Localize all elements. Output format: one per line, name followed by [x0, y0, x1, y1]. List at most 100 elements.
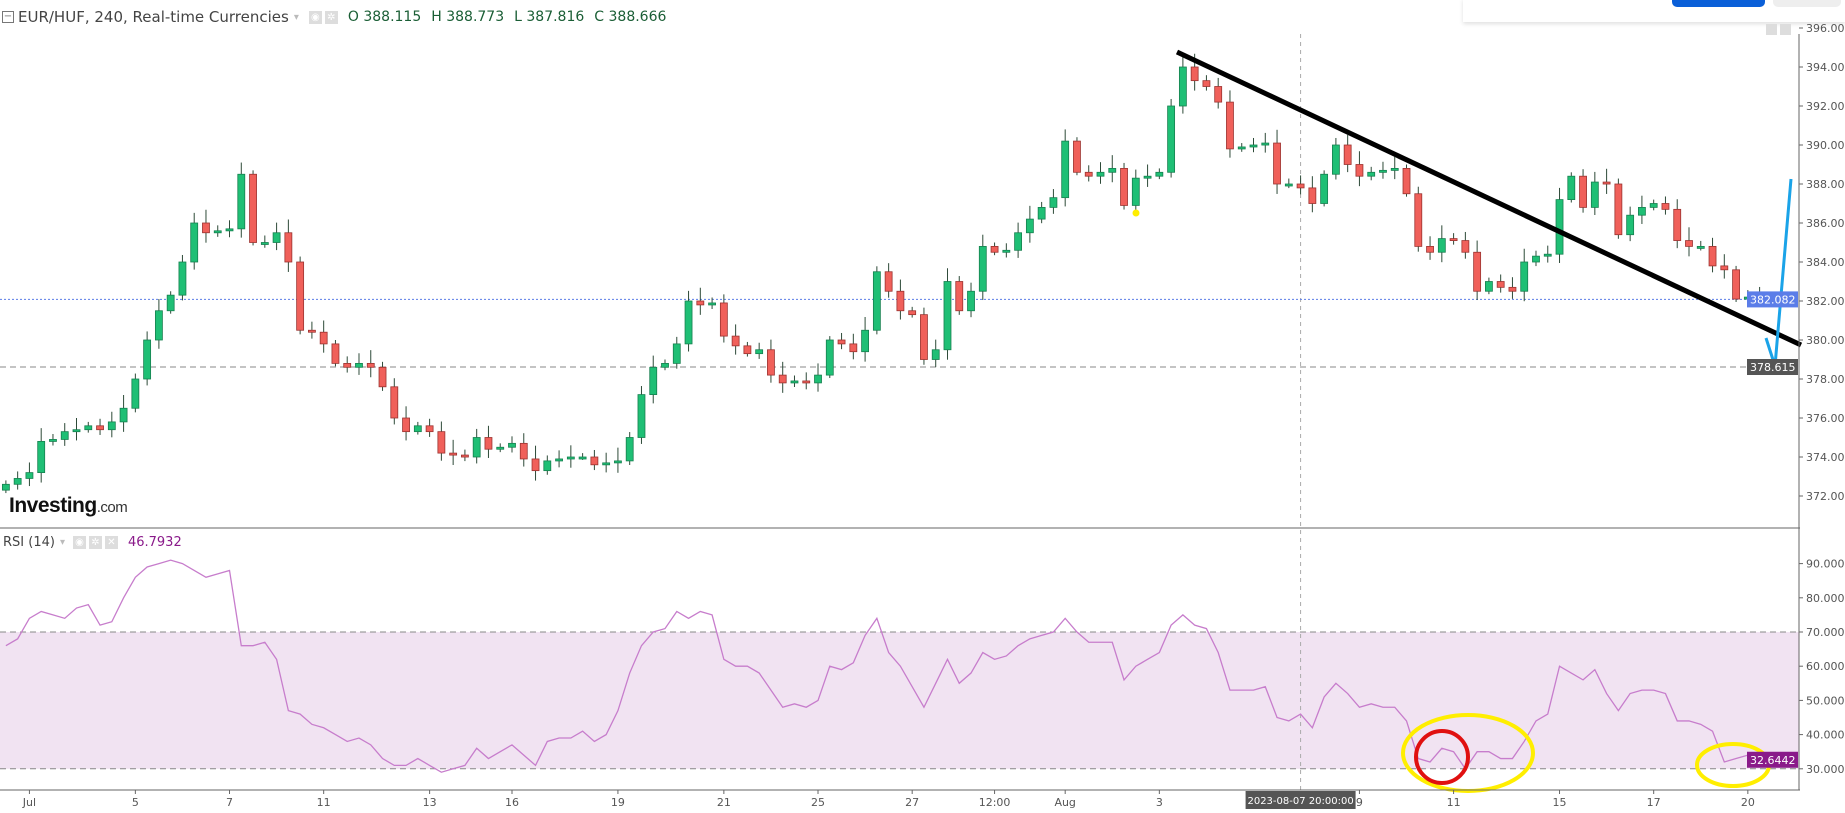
rsi-axis[interactable]: 90.0000 80.0000 70.0000 60.0000 50.0000 40.00… — [1799, 558, 1845, 776]
rsi-tick-label: 80.0000 — [1806, 592, 1845, 605]
candle-down — [1461, 240, 1470, 253]
candle-up — [1249, 144, 1258, 148]
candle-up — [1638, 206, 1646, 216]
rsi-title[interactable]: RSI (14) — [3, 535, 55, 550]
candle-up — [755, 349, 764, 355]
candle-up — [190, 222, 199, 263]
candle-down — [1214, 86, 1223, 103]
candle-down — [249, 173, 257, 243]
highlight-dot[interactable] — [1132, 209, 1140, 217]
candle-up — [637, 394, 646, 438]
popup-primary-button[interactable] — [1672, 0, 1765, 7]
candle-down — [343, 362, 352, 368]
time-tick-label: 20 — [1741, 796, 1755, 809]
candle-down — [590, 456, 599, 466]
time-axis[interactable]: Jul 5 7 11 13 16 19 21 25 27 12:00 Aug 3 9 11 15 17 20 — [22, 790, 1755, 809]
candle-up — [1131, 177, 1140, 206]
candle-up — [1520, 261, 1529, 292]
price-tick-label: 380.000 — [1806, 334, 1845, 347]
logo-text: Investing — [9, 494, 97, 517]
collapse-icon[interactable]: − — [2, 11, 14, 23]
candle-down — [378, 366, 387, 388]
highlight-ellipse-1[interactable] — [1401, 713, 1535, 793]
time-tick-label: 7 — [226, 796, 233, 809]
rsi-tick-label: 60.0000 — [1806, 660, 1845, 673]
scroll-down-icon[interactable] — [1766, 24, 1777, 35]
candle-up — [1014, 232, 1023, 251]
candle-down — [1414, 193, 1423, 247]
candle-up — [790, 380, 799, 384]
candle-up — [1320, 173, 1329, 204]
candle-up — [154, 310, 163, 341]
open-value: O 388.115 — [347, 9, 422, 25]
candle-down — [390, 386, 399, 419]
candle-down — [1226, 101, 1234, 150]
last-price-badge: 382.082 — [1747, 291, 1798, 308]
candle-down — [1473, 251, 1482, 292]
candle-up — [1567, 175, 1576, 200]
candle-down — [1602, 181, 1611, 185]
highlight-circle-red[interactable] — [1414, 729, 1470, 785]
scroll-bottom-icon[interactable] — [1780, 24, 1791, 35]
candle-down — [767, 349, 775, 376]
candle-up — [1590, 181, 1599, 208]
popup-secondary-button[interactable] — [1773, 0, 1841, 7]
candle-down — [461, 454, 469, 458]
candle-up — [1626, 214, 1635, 236]
time-tick-label: 5 — [132, 796, 139, 809]
rsi-tick-label: 70.0000 — [1806, 626, 1845, 639]
candle-down — [296, 261, 305, 331]
candle-down — [331, 343, 340, 364]
price-axis[interactable]: 396.000 394.000 392.000 390.000 388.000 386.0… — [1799, 22, 1845, 503]
close-icon[interactable]: ✕ — [104, 536, 118, 549]
candle-up — [555, 458, 563, 462]
time-tick-label: 11 — [317, 796, 331, 809]
candle-up — [814, 374, 822, 384]
candle-up — [84, 425, 93, 431]
candle-down — [484, 437, 493, 450]
candle-up — [225, 228, 234, 232]
candle-down — [1190, 66, 1199, 82]
dropdown-caret-icon[interactable]: ▾ — [59, 537, 65, 548]
candle-up — [1178, 66, 1187, 107]
time-tick-label: 25 — [811, 796, 825, 809]
candle-up — [1649, 203, 1658, 208]
dropdown-caret-icon[interactable]: ▾ — [293, 11, 299, 23]
candle-up — [496, 446, 505, 450]
candle-down — [284, 232, 293, 263]
candle-down — [920, 314, 928, 360]
candle-up — [1390, 167, 1399, 171]
candle-down — [319, 331, 328, 345]
candle-up — [1155, 171, 1164, 177]
candle-up — [1437, 238, 1446, 253]
candle-up — [1025, 218, 1034, 234]
candle-up — [543, 460, 552, 472]
candle-up — [508, 442, 516, 448]
candle-down — [1296, 183, 1305, 189]
trend-line[interactable] — [1175, 49, 1803, 348]
time-tick-label: 16 — [505, 796, 519, 809]
candle-up — [1108, 167, 1117, 173]
gear-icon[interactable]: ✲ — [324, 10, 338, 24]
candle-down — [202, 222, 210, 234]
candle-up — [1331, 144, 1340, 175]
eye-icon[interactable]: ◉ — [72, 536, 86, 549]
candle-up — [1261, 142, 1270, 146]
rsi-value: 46.7932 — [127, 535, 182, 550]
price-tick-label: 396.000 — [1806, 22, 1845, 35]
candle-down — [437, 431, 446, 454]
eye-icon[interactable]: ◉ — [308, 10, 322, 24]
symbol-title[interactable]: EUR/HUF, 240, Real-time Currencies — [18, 8, 289, 26]
candle-up — [1696, 245, 1705, 249]
candle-down — [990, 245, 999, 253]
gear-icon[interactable]: ✲ — [88, 536, 102, 549]
rsi-value-badge: 32.6442 — [1747, 751, 1798, 768]
candle-up — [37, 440, 46, 473]
candle-down — [1720, 265, 1729, 271]
candle-up — [1143, 175, 1152, 179]
candle-up — [684, 300, 693, 345]
candle-up — [1, 483, 10, 491]
candle-down — [366, 362, 375, 368]
price-tick-label: 386.000 — [1806, 217, 1845, 230]
